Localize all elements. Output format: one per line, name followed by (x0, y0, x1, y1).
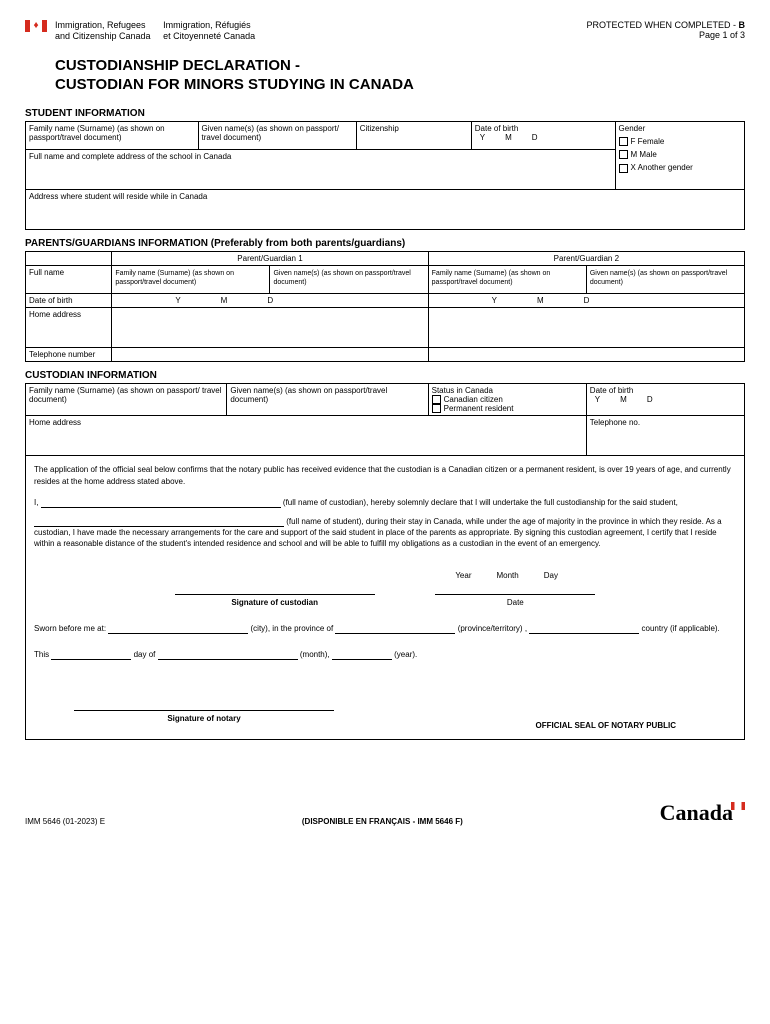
header-right: PROTECTED WHEN COMPLETED - B Page 1 of 3 (586, 20, 745, 40)
student-gender-cell[interactable]: Gender F Female M Male X Another gender (615, 121, 744, 189)
cust-phone-cell[interactable]: Telephone no. (586, 416, 744, 456)
phone-label: Telephone number (26, 347, 112, 361)
dept-names: Immigration, Refugeesand Citizenship Can… (55, 20, 265, 42)
sworn-line: Sworn before me at: (city), in the provi… (34, 623, 736, 634)
dob-label: Date of birth (26, 293, 112, 307)
parents-info-table: Parent/Guardian 1 Parent/Guardian 2 Full… (25, 251, 745, 362)
cust-dob-cell[interactable]: Date of birthYMD (586, 383, 744, 416)
student-info-table: Family name (Surname) (as shown on passp… (25, 121, 745, 230)
cust-given-cell[interactable]: Given name(s) (as shown on passport/trav… (227, 383, 428, 416)
student-school-cell[interactable]: Full name and complete address of the sc… (26, 149, 616, 189)
cust-home-cell[interactable]: Home address (26, 416, 587, 456)
student-dob-cell[interactable]: Date of birthYMD (471, 121, 615, 149)
signature-row-1: Signature of custodian YearMonthDay Date (34, 570, 736, 608)
pg1-dob-cell[interactable]: YMD (112, 293, 428, 307)
sworn-day-field[interactable] (51, 650, 131, 660)
signature-date-block: YearMonthDay Date (435, 570, 595, 608)
female-checkbox[interactable] (619, 137, 628, 146)
canada-wordmark: Canada (660, 800, 745, 826)
signature-date-field[interactable] (435, 583, 595, 595)
pg2-family-cell[interactable]: Family name (Surname) (as shown on passp… (428, 265, 586, 293)
pg2-dob-cell[interactable]: YMD (428, 293, 744, 307)
custodian-name-field[interactable] (41, 498, 281, 508)
student-name-field[interactable] (34, 517, 284, 527)
page-number: Page 1 of 3 (699, 30, 745, 40)
declaration-block: The application of the official seal bel… (25, 456, 745, 740)
pg2-home-cell[interactable] (428, 307, 744, 347)
home-label: Home address (26, 307, 112, 347)
dept-logo-block: ♦ Immigration, Refugeesand Citizenship C… (25, 20, 265, 42)
custodian-signature-block: Signature of custodian (175, 594, 375, 608)
pg2-given-cell[interactable]: Given name(s) (as shown on passport/trav… (586, 265, 744, 293)
another-checkbox[interactable] (619, 164, 628, 173)
cust-status-cell[interactable]: Status in Canada Canadian citizen Perman… (428, 383, 586, 416)
custodian-info-table: Family name (Surname) (as shown on passp… (25, 383, 745, 457)
french-avail: (DISPONIBLE EN FRANÇAIS - IMM 5646 F) (302, 817, 463, 826)
pg2-phone-cell[interactable] (428, 347, 744, 361)
pg1-header: Parent/Guardian 1 (112, 251, 428, 265)
page-footer: IMM 5646 (01-2023) E (DISPONIBLE EN FRAN… (25, 800, 745, 826)
student-info-header: STUDENT INFORMATION (25, 108, 745, 119)
form-number: IMM 5646 (01-2023) E (25, 817, 105, 826)
student-family-cell[interactable]: Family name (Surname) (as shown on passp… (26, 121, 199, 149)
student-given-cell[interactable]: Given name(s) (as shown on passport/ tra… (198, 121, 356, 149)
dept-en-1: Immigration, Refugees (55, 20, 146, 30)
sworn-province-field[interactable] (335, 624, 455, 634)
cust-family-cell[interactable]: Family name (Surname) (as shown on passp… (26, 383, 227, 416)
notary-signature-block: Signature of notary (74, 710, 334, 731)
parents-info-header: PARENTS/GUARDIANS INFORMATION (Preferabl… (25, 238, 745, 249)
protected-label: PROTECTED WHEN COMPLETED - (586, 20, 736, 30)
custodian-info-header: CUSTODIAN INFORMATION (25, 370, 745, 381)
sworn-country-field[interactable] (529, 624, 639, 634)
dept-fr-2: et Citoyenneté Canada (163, 31, 255, 41)
male-checkbox[interactable] (619, 150, 628, 159)
wordmark-flag-icon (731, 802, 745, 810)
citizen-checkbox[interactable] (432, 395, 441, 404)
notary-seal-label: OFFICIAL SEAL OF NOTARY PUBLIC (536, 720, 676, 731)
page-header: ♦ Immigration, Refugeesand Citizenship C… (25, 20, 745, 42)
pg1-family-cell[interactable]: Family name (Surname) (as shown on passp… (112, 265, 270, 293)
custodian-signature-line[interactable] (175, 594, 375, 595)
canada-flag-icon: ♦ (25, 20, 47, 32)
form-title-1: CUSTODIANSHIP DECLARATION - (55, 57, 745, 74)
fullname-label: Full name (26, 265, 112, 293)
pg1-given-cell[interactable]: Given name(s) (as shown on passport/trav… (270, 265, 428, 293)
pg1-home-cell[interactable] (112, 307, 428, 347)
sworn-city-field[interactable] (108, 624, 248, 634)
sworn-date-line: This day of (month), (year). (34, 649, 736, 660)
notary-row: Signature of notary OFFICIAL SEAL OF NOT… (34, 710, 736, 731)
decl-para1: The application of the official seal bel… (34, 464, 736, 486)
sworn-month-field[interactable] (158, 650, 298, 660)
pg2-header: Parent/Guardian 2 (428, 251, 744, 265)
notary-signature-line[interactable] (74, 710, 334, 711)
student-citizenship-cell[interactable]: Citizenship (356, 121, 471, 149)
pr-checkbox[interactable] (432, 404, 441, 413)
protected-b: B (739, 20, 746, 30)
pg1-phone-cell[interactable] (112, 347, 428, 361)
form-title-2: CUSTODIAN FOR MINORS STUDYING IN CANADA (55, 76, 745, 93)
dept-en-2: and Citizenship Canada (55, 31, 151, 41)
dept-fr-1: Immigration, Réfugiés (163, 20, 251, 30)
sworn-year-field[interactable] (332, 650, 392, 660)
student-reside-cell[interactable]: Address where student will reside while … (26, 189, 745, 229)
